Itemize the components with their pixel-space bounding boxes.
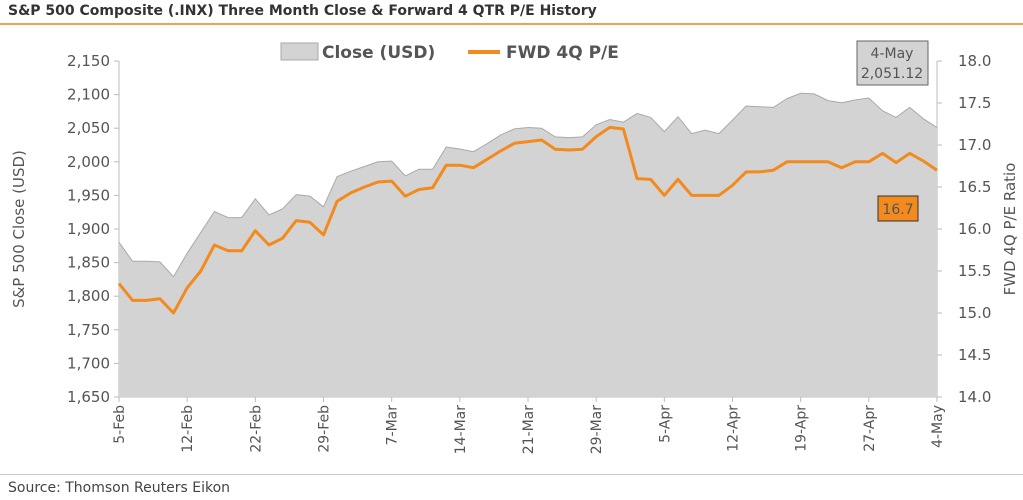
x-tick-label: 12-Feb (180, 405, 196, 453)
chart-area: 1,650 1,700 1,750 1,800 1,850 1,900 1,950 2,000… (10, 40, 1019, 455)
y-left-tick-label: 1,900 (67, 220, 110, 238)
x-tick-label: 12-Apr (726, 405, 742, 452)
y-right-tick-label: 17.0 (958, 136, 991, 154)
y-right-tick-label: 17.5 (958, 94, 991, 112)
legend-close-swatch (280, 42, 319, 61)
y-right-tick-label: 16.0 (958, 220, 991, 238)
y-right-tick-label: 15.5 (958, 262, 991, 280)
y-left-tick-label: 2,100 (67, 86, 110, 104)
chart-title: S&P 500 Composite (.INX) Three Month Clo… (8, 3, 597, 19)
x-tick-label: 29-Mar (589, 405, 605, 455)
source-note: Source: Thomson Reuters Eikon (8, 480, 231, 496)
y-left-tick-label: 2,050 (67, 119, 110, 137)
footer-divider (0, 474, 1023, 475)
x-tick-label: 19-Apr (794, 405, 810, 452)
title-divider (0, 23, 1023, 25)
legend-pe-label: FWD 4Q P/E (506, 43, 619, 63)
x-tick-label: 21-Mar (521, 405, 537, 455)
y-right-tick-label: 14.0 (958, 388, 991, 406)
y-left-tick-label: 1,950 (67, 186, 110, 204)
last-close-annotation-value: 2,051.12 (861, 66, 923, 82)
pe-annotation-value: 16.7 (882, 202, 913, 218)
y-left-tick-label: 1,700 (67, 354, 110, 372)
close-area-series (119, 93, 937, 398)
y-left-tick-label: 1,650 (67, 388, 110, 406)
pe-line-series (117, 125, 938, 315)
last-close-annotation-date: 4-May (871, 46, 914, 62)
x-tick-label: 27-Apr (862, 405, 878, 452)
y-left-tick-label: 1,750 (67, 321, 110, 339)
y-right-tick-label: 14.5 (958, 346, 991, 364)
x-tick-label: 5-Apr (657, 405, 673, 443)
x-tick-label: 29-Feb (317, 405, 333, 453)
y-left-axis-title: S&P 500 Close (USD) (10, 150, 28, 308)
x-tick-label: 7-Mar (385, 405, 401, 446)
x-tick-label: 4-May (930, 405, 946, 448)
x-tick-label: 5-Feb (112, 405, 128, 444)
x-tick-label: 22-Feb (248, 405, 264, 453)
last-close-annotation-box (856, 40, 929, 86)
y-left-tick-label: 1,850 (67, 254, 110, 272)
y-left-tick-label: 2,150 (67, 52, 110, 70)
y-right-tick-label: 15.0 (958, 304, 991, 322)
y-left-tick-label: 1,800 (67, 287, 110, 305)
y-right-tick-label: 16.5 (958, 178, 991, 196)
y-right-axis-title: FWD 4Q P/E Ratio (1001, 163, 1019, 296)
y-left-tick-label: 2,000 (67, 153, 110, 171)
pe-annotation-box (877, 195, 919, 222)
x-tick-label: 14-Mar (453, 405, 469, 455)
y-right-tick-label: 18.0 (958, 52, 991, 70)
legend-close-label: Close (USD) (322, 43, 435, 63)
close-area-outline (118, 92, 938, 278)
